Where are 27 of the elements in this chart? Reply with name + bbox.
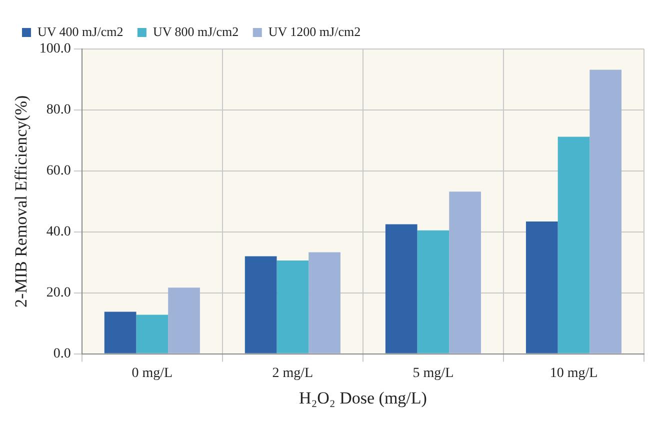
bar	[308, 252, 340, 354]
y-tick-label: 20.0	[46, 286, 71, 301]
x-tick-label: 10 mg/L	[550, 366, 598, 381]
bar	[417, 230, 450, 354]
y-tick-label: 80.0	[46, 102, 71, 118]
bar	[558, 136, 590, 354]
bar	[276, 260, 309, 354]
y-axis-title: 2-MIB Removal Efficiency(%)	[12, 95, 31, 308]
y-tick-label: 100.0	[39, 42, 71, 57]
bar	[526, 222, 558, 354]
x-tick-label: 5 mg/L	[412, 366, 454, 381]
legend-label: UV 800 mJ/cm2	[152, 24, 239, 39]
bar	[590, 70, 622, 354]
legend-label: UV 400 mJ/cm2	[38, 24, 124, 39]
bar	[136, 314, 168, 354]
bar	[168, 288, 200, 354]
y-tick-label: 0.0	[53, 346, 71, 362]
bar	[449, 192, 481, 354]
y-tick-label: 60.0	[46, 164, 71, 179]
x-tick-label: 2 mg/L	[272, 366, 314, 381]
x-tick-label: 0 mg/L	[132, 366, 173, 381]
bar	[385, 224, 418, 354]
bar	[244, 256, 277, 354]
y-tick-label: 40.0	[46, 224, 71, 240]
x-axis-title: H₂O₂ Dose (mg/L)	[298, 388, 427, 408]
bar	[104, 312, 136, 354]
legend-label: UV 1200 mJ/cm2	[268, 24, 361, 39]
